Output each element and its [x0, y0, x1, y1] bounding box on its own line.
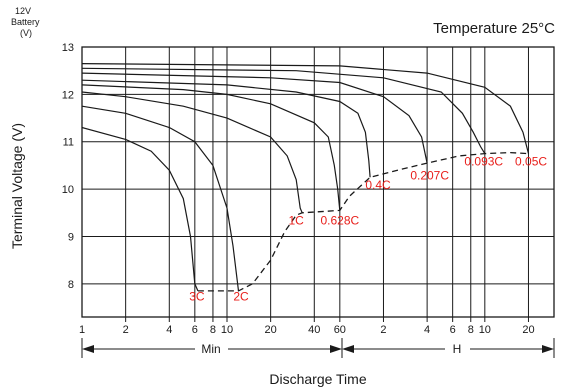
corner-label-line-2: Battery	[11, 17, 40, 27]
rate-label: 0.4C	[365, 178, 391, 192]
x-tick-label: 6	[192, 324, 198, 336]
rate-labels: 3C 2C 1C 0.628C 0.4C 0.207C 0.093C 0.05C	[189, 154, 547, 303]
min-unit-label: Min	[201, 342, 220, 356]
hour-bar-right-arrow	[542, 345, 554, 353]
x-tick-label: 4	[166, 324, 172, 336]
curve-2C	[81, 105, 240, 291]
x-tick-label: 8	[210, 324, 216, 336]
y-tick-label: 8	[68, 279, 74, 291]
rate-label: 0.05C	[515, 154, 547, 168]
plot-frame	[81, 46, 555, 318]
x-tick-label: 6	[450, 324, 456, 336]
x-tick-label: 4	[424, 324, 430, 336]
rate-label: 0.207C	[410, 169, 449, 183]
x-tick-label: 20	[522, 324, 534, 336]
x-tick-label: 8	[468, 324, 474, 336]
y-tick-label: 9	[68, 231, 74, 243]
discharge-curves	[81, 63, 530, 292]
y-tick-labels: 13 12 11 10 9 8	[62, 42, 74, 291]
curve-0.093C	[81, 67, 486, 154]
rate-label: 3C	[189, 289, 205, 303]
x-tick-label: 60	[334, 324, 346, 336]
hour-unit-label: H	[453, 342, 462, 356]
corner-label-line-3: (V)	[20, 28, 32, 38]
y-tick-label: 12	[62, 89, 74, 101]
rate-label: 0.628C	[320, 214, 359, 228]
hour-bar-left-arrow	[342, 345, 354, 353]
x-tick-labels: 1 2 4 6 8 10 20 40 60 2 4 6 8 10 20	[79, 324, 535, 336]
min-bar-right-arrow	[330, 345, 342, 353]
cutoff-dashed-line	[197, 151, 529, 292]
x-tick-label: 20	[265, 324, 277, 336]
y-tick-label: 10	[62, 184, 74, 196]
curve-0.4C	[81, 79, 371, 178]
corner-label-line-1: 12V	[15, 6, 31, 16]
x-axis-label: Discharge Time	[269, 371, 366, 387]
curve-3C	[81, 126, 199, 292]
curve-1C	[81, 91, 303, 214]
cutoff-line	[197, 151, 529, 292]
min-bar-left-arrow	[82, 345, 94, 353]
curve-0.207C	[81, 72, 428, 164]
rate-label: 0.093C	[464, 154, 503, 168]
x-tick-label: 1	[79, 324, 85, 336]
x-tick-label: 2	[123, 324, 129, 336]
y-tick-label: 13	[62, 42, 74, 54]
x-tick-label: 40	[308, 324, 320, 336]
y-tick-label: 11	[63, 137, 74, 149]
time-unit-bar: Min H	[81, 338, 555, 358]
grid	[82, 46, 554, 322]
rate-label: 1C	[289, 214, 305, 228]
rate-label: 2C	[233, 289, 249, 303]
x-tick-label: 10	[479, 324, 491, 336]
x-tick-label: 2	[380, 324, 386, 336]
x-tick-label: 10	[221, 324, 233, 336]
corner-label: 12V Battery (V)	[11, 6, 40, 38]
y-axis-label: Terminal Voltage (V)	[9, 123, 25, 249]
curve-0.628C	[81, 84, 341, 211]
curve-0.05C	[81, 63, 530, 154]
chart-title: Temperature 25°C	[433, 20, 555, 37]
